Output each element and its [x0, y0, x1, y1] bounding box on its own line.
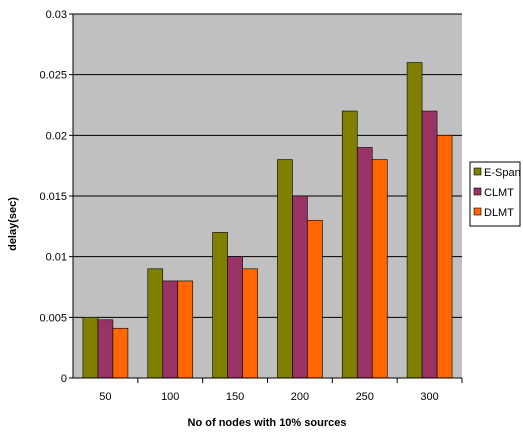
legend-swatch-e-span [473, 167, 482, 176]
bar-e-span-150 [212, 232, 228, 379]
bar-clmt-50 [97, 319, 114, 379]
legend-swatch-clmt [473, 187, 482, 196]
bar-clmt-300 [421, 110, 438, 379]
y-tick-label: 0.015 [39, 191, 67, 203]
x-tick-label: 100 [161, 391, 179, 403]
bar-clmt-100 [162, 280, 179, 379]
y-tick-label: 0.025 [39, 70, 67, 82]
bar-dlmt-300 [436, 135, 453, 379]
bar-e-span-250 [341, 110, 358, 379]
bar-e-span-300 [406, 62, 423, 379]
y-tick-labels: 0 0.005 0.01 0.015 0.02 0.025 0.03 [39, 9, 73, 385]
x-axis-title: No of nodes with 10% sources [188, 417, 347, 429]
bar-clmt-250 [356, 147, 373, 379]
bar-dlmt-250 [371, 159, 388, 379]
bar-e-span-100 [147, 268, 164, 379]
bar-e-span-50 [82, 317, 99, 379]
y-tick-label: 0.01 [46, 252, 67, 264]
gridlines [73, 13, 462, 318]
bars [82, 62, 453, 379]
legend-label-e-span: E-Span [484, 167, 521, 179]
bar-dlmt-50 [112, 327, 129, 379]
bar-e-span-200 [277, 159, 293, 379]
x-tick-labels: 50 100 150 200 250 300 [99, 378, 463, 403]
bar-clmt-150 [227, 256, 243, 379]
x-tick-label: 250 [356, 391, 374, 403]
legend-label-dlmt: DLMT [484, 207, 514, 219]
y-tick-label: 0.02 [46, 130, 67, 142]
x-tick-label: 300 [420, 391, 438, 403]
bar-dlmt-200 [307, 219, 323, 379]
y-axis-title: delay(sec) [7, 197, 19, 251]
bar-dlmt-150 [242, 268, 258, 379]
y-tick-label: 0.03 [46, 9, 67, 21]
legend-label-clmt: CLMT [484, 187, 514, 199]
bar-clmt-200 [292, 195, 308, 379]
x-tick-label: 200 [291, 391, 309, 403]
x-tick-label: 50 [99, 391, 111, 403]
bar-dlmt-100 [177, 280, 194, 379]
x-tick-label: 150 [226, 391, 244, 403]
legend: E-Span CLMT DLMT [469, 161, 521, 227]
y-tick-label: 0 [61, 373, 67, 385]
y-tick-label: 0.005 [39, 312, 67, 324]
legend-swatch-dlmt [473, 207, 482, 216]
